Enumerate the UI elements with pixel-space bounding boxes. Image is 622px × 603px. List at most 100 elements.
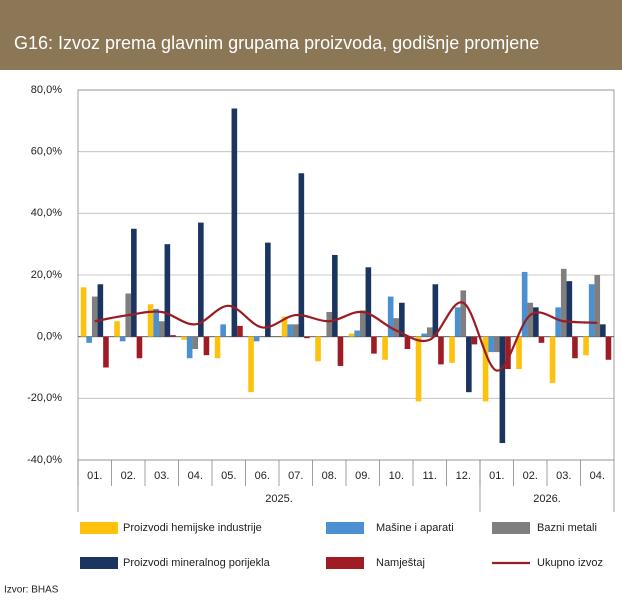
bar <box>466 336 472 393</box>
bar <box>449 336 455 363</box>
legend-swatch <box>80 522 118 534</box>
legend-label: Ukupno izvoz <box>537 557 603 569</box>
bar <box>393 318 400 337</box>
y-tick-label: 80,0% <box>31 84 62 96</box>
bar <box>298 173 305 337</box>
legend-label: Proizvodi hemijske industrije <box>123 522 262 534</box>
bar <box>203 336 210 356</box>
legend-swatch <box>492 522 530 534</box>
bar <box>332 254 338 337</box>
group-label: 2026. <box>533 493 561 505</box>
bar <box>426 327 433 337</box>
bar <box>533 307 539 337</box>
bar <box>482 336 489 402</box>
bar <box>265 242 271 337</box>
bar <box>560 268 567 337</box>
bar <box>237 325 243 337</box>
bar <box>387 296 394 337</box>
bar <box>198 222 204 337</box>
bar <box>460 290 467 337</box>
x-tick-label: 06. <box>255 470 270 482</box>
legend-label: Bazni metali <box>537 522 597 534</box>
bar <box>164 244 171 337</box>
bar <box>588 284 595 337</box>
source: Izvor: BHAS <box>4 585 59 596</box>
bar <box>566 281 573 337</box>
bar <box>594 275 601 337</box>
legend-label: Proizvodi mineralnog porijekla <box>123 557 271 569</box>
bar <box>521 271 528 337</box>
bar <box>454 307 461 337</box>
bar <box>170 335 176 337</box>
bar <box>181 336 187 340</box>
x-tick-label: 08. <box>322 470 337 482</box>
bar <box>114 321 120 337</box>
bar <box>86 336 92 343</box>
bar <box>186 336 193 359</box>
bar <box>600 324 606 337</box>
bar <box>119 336 126 342</box>
x-tick-label: 01. <box>87 470 102 482</box>
bar <box>471 336 478 345</box>
bar <box>549 336 556 383</box>
legend-swatch <box>80 557 118 569</box>
bar <box>91 296 98 337</box>
bar <box>371 336 377 354</box>
bar <box>304 336 310 339</box>
bar <box>354 330 360 337</box>
x-tick-label: 04. <box>590 470 605 482</box>
bar <box>365 267 372 337</box>
y-tick-label: 0,0% <box>37 331 62 343</box>
x-tick-label: 04. <box>188 470 203 482</box>
bar <box>382 336 388 360</box>
title-bar <box>0 0 622 70</box>
bar <box>253 336 260 342</box>
bar <box>359 310 366 337</box>
bar <box>499 336 506 444</box>
x-tick-label: 07. <box>288 470 303 482</box>
x-tick-label: 10. <box>389 470 404 482</box>
x-tick-label: 01. <box>489 470 504 482</box>
x-tick-label: 03. <box>556 470 571 482</box>
x-tick-label: 12. <box>456 470 471 482</box>
bar <box>136 336 143 359</box>
bar <box>158 321 165 337</box>
x-tick-label: 03. <box>154 470 169 482</box>
x-tick-label: 02. <box>523 470 538 482</box>
y-tick-label: 40,0% <box>31 207 62 219</box>
bar <box>337 336 344 366</box>
legend-label: Namještaj <box>376 557 425 569</box>
x-tick-label: 02. <box>121 470 136 482</box>
bar <box>281 316 288 337</box>
bar <box>432 284 439 337</box>
bar <box>220 324 226 337</box>
bar <box>583 336 589 356</box>
bar <box>421 333 427 337</box>
bar <box>555 307 561 337</box>
bar <box>214 336 221 359</box>
bar <box>348 333 355 337</box>
bar <box>153 308 159 337</box>
bar <box>415 336 422 402</box>
y-tick-label: 60,0% <box>31 146 62 158</box>
x-tick-label: 05. <box>221 470 236 482</box>
bar <box>192 336 199 349</box>
bar <box>231 108 238 337</box>
bar <box>131 228 137 337</box>
bar <box>527 302 534 337</box>
bar <box>438 336 444 365</box>
bar <box>287 324 293 337</box>
y-tick-label: 20,0% <box>31 269 62 281</box>
bar <box>488 336 494 353</box>
bar <box>493 336 500 353</box>
bar <box>97 284 104 337</box>
bar <box>103 336 109 368</box>
bar <box>399 302 405 337</box>
bar <box>605 336 612 360</box>
bar <box>326 312 333 337</box>
x-tick-label: 09. <box>355 470 370 482</box>
legend-swatch <box>326 557 364 569</box>
bar <box>505 336 511 370</box>
x-tick-label: 11. <box>423 470 437 482</box>
